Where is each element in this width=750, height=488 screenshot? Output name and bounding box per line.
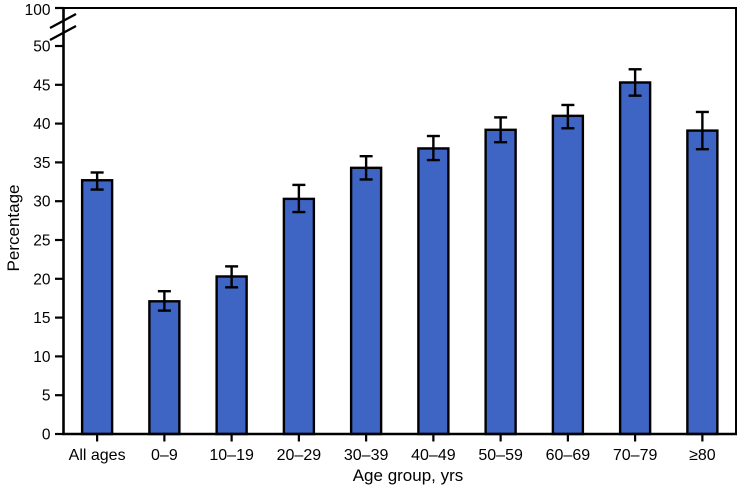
x-tick-label-3: 20–29: [277, 447, 322, 464]
bar-9: [686, 129, 719, 436]
bar-5: [417, 147, 450, 436]
y-axis-break-slash-upper: [49, 12, 77, 30]
y-axis-title: Percentage: [4, 185, 23, 272]
y-tick-label-100: 100: [25, 2, 51, 19]
x-tick-label-2: 10–19: [209, 447, 254, 464]
y-tick-label-30: 30: [33, 194, 51, 211]
x-axis-title: Age group, yrs: [353, 466, 464, 485]
bar-7: [551, 114, 585, 436]
bar-0: [80, 179, 114, 436]
y-tick-label-10: 10: [33, 349, 51, 366]
y-tick-label-15: 15: [33, 310, 50, 327]
x-tick-label-1: 0–9: [151, 447, 178, 464]
chart-layer: 0 5 10 15 20 25 30 35 40 45 50 100 All ages 0–9 10–19 2…: [25, 2, 737, 464]
bar-8: [618, 81, 652, 436]
bar-1: [148, 300, 181, 436]
y-tick-label-25: 25: [33, 233, 50, 250]
bar-4: [349, 166, 383, 436]
y-tick-label-40: 40: [33, 116, 51, 133]
x-tick-label-6: 50–59: [478, 447, 523, 464]
x-tick-label-9: ≥80: [689, 447, 716, 464]
y-axis-break-slash-lower: [49, 24, 77, 42]
x-tick-label-0: All ages: [69, 447, 126, 464]
y-tick-label-20: 20: [33, 271, 51, 288]
x-tick-label-7: 60–69: [546, 447, 591, 464]
y-tick-label-5: 5: [42, 388, 51, 405]
x-tick-label-8: 70–79: [613, 447, 658, 464]
y-tick-label-35: 35: [33, 155, 50, 172]
y-tick-label-50: 50: [33, 39, 51, 56]
bar-3: [282, 197, 316, 436]
y-tick-label-0: 0: [42, 427, 51, 444]
x-tick-label-5: 40–49: [411, 447, 456, 464]
x-tick-label-4: 30–39: [344, 447, 389, 464]
bar-6: [484, 128, 517, 436]
bar-2: [215, 275, 248, 436]
y-tick-label-45: 45: [33, 77, 50, 94]
